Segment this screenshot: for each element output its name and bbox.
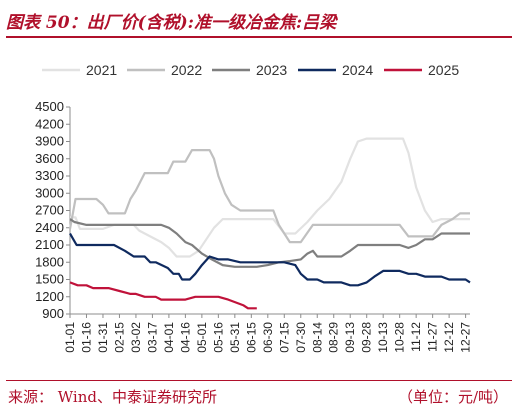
series-line-2024	[69, 232, 471, 287]
x-tick-label: 04-01	[162, 322, 176, 353]
series-line-2025	[69, 281, 257, 310]
legend-label-2021: 2021	[86, 62, 117, 78]
x-tick-label: 01-16	[79, 322, 93, 353]
x-tick-label: 09-28	[360, 322, 374, 353]
y-tick-label: 3900	[35, 134, 64, 149]
series-line-2021	[70, 137, 470, 258]
y-tick-label: 2100	[35, 237, 64, 252]
price-line-chart: 900 1200 1500 1800 2100 2400 2700 3000 3300 3600 3…	[35, 62, 473, 353]
legend-label-2025: 2025	[428, 62, 459, 78]
x-tick-label: 03-17	[145, 322, 159, 353]
x-tick-label: 07-30	[294, 322, 308, 353]
legend-label-2022: 2022	[171, 62, 202, 78]
x-tick-label: 06-30	[261, 322, 275, 353]
x-tick-label: 08-14	[310, 322, 324, 353]
legend-label-2023: 2023	[256, 62, 287, 78]
y-tick-label: 900	[42, 306, 64, 321]
x-tick-label: 01-31	[96, 322, 110, 353]
y-tick-label: 4200	[35, 116, 64, 131]
x-tick-label: 03-02	[129, 322, 143, 353]
x-tick-label: 02-15	[112, 322, 126, 353]
y-tick-label: 3300	[35, 168, 64, 183]
x-tick-label: 12-27	[459, 322, 473, 353]
x-tick-label: 08-29	[327, 322, 341, 353]
x-tick-label: 05-31	[228, 322, 242, 353]
y-tick-label: 3000	[35, 185, 64, 200]
y-tick-label: 2400	[35, 220, 64, 235]
x-tick-label: 01-01	[63, 322, 77, 353]
x-tick-label: 11-27	[426, 322, 440, 352]
x-tick-label: 10-28	[393, 322, 407, 353]
series-line-2023	[69, 218, 470, 268]
y-tick-label: 4500	[35, 99, 64, 114]
x-tick-label: 12-12	[442, 322, 456, 353]
y-tick-label: 1800	[35, 254, 64, 269]
legend-label-2024: 2024	[342, 62, 373, 78]
footer-divider	[6, 380, 512, 381]
source-note: 来源： Wind、中泰证券研究所	[8, 388, 217, 406]
series-line-2022	[68, 149, 470, 244]
x-tick-label: 10-13	[376, 322, 390, 353]
y-tick-label: 3600	[35, 151, 64, 166]
x-tick-label: 05-01	[195, 322, 209, 353]
unit-note: （单位：元/吨）	[397, 388, 508, 406]
chart-title: 图表 50：出厂价(含税):准一级冶金焦:吕梁	[6, 13, 337, 33]
title-divider	[6, 36, 512, 38]
x-tick-label: 09-13	[343, 322, 357, 353]
y-tick-label: 1200	[35, 289, 64, 304]
y-tick-label: 1500	[35, 272, 64, 287]
x-tick-label: 05-16	[211, 322, 225, 353]
x-tick-label: 11-12	[409, 322, 423, 352]
x-tick-label: 06-15	[244, 322, 258, 353]
y-tick-label: 2700	[35, 203, 64, 218]
x-tick-label: 07-15	[277, 322, 291, 353]
x-tick-label: 04-16	[178, 322, 192, 353]
